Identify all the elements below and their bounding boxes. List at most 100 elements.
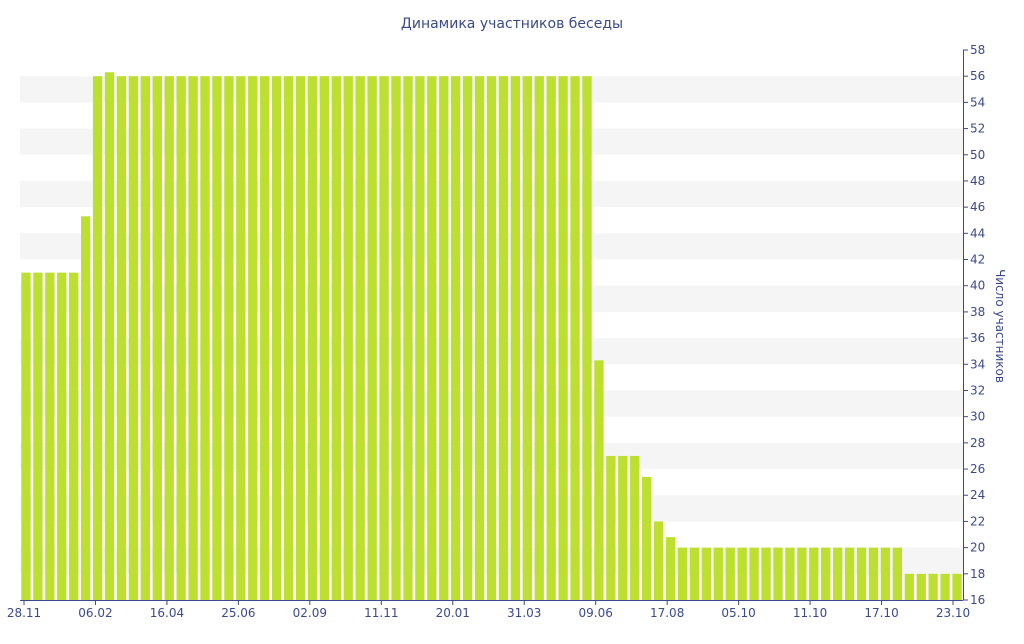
y-tick-label: 20 xyxy=(970,541,985,555)
y-axis: 16 18 20 22 24 26 28 30 32 34 36 38 40 42 44 46 48 50 52 54… xyxy=(963,43,985,607)
y-tick-label: 38 xyxy=(970,305,985,319)
bar xyxy=(104,72,115,600)
x-tick-label: 31.03 xyxy=(507,606,541,620)
y-tick-label: 30 xyxy=(970,410,985,424)
bar xyxy=(570,76,580,600)
bar xyxy=(224,76,234,600)
bar xyxy=(355,76,365,600)
bar xyxy=(462,76,473,600)
bar xyxy=(128,76,139,600)
bar xyxy=(618,455,628,600)
y-tick-label: 36 xyxy=(970,331,985,345)
y-tick-label: 42 xyxy=(970,253,985,267)
x-tick-label: 17.10 xyxy=(864,606,898,620)
bar xyxy=(188,76,198,600)
bar xyxy=(928,573,938,600)
bar xyxy=(57,272,67,600)
bar xyxy=(33,272,43,600)
bar xyxy=(642,476,652,600)
bar xyxy=(856,547,867,600)
bar xyxy=(45,272,55,600)
bar xyxy=(689,547,700,600)
bar xyxy=(164,76,174,600)
bar xyxy=(522,76,532,600)
y-axis-label: Число участников xyxy=(993,269,1007,383)
x-tick-label: 25.06 xyxy=(221,606,255,620)
y-tick-label: 58 xyxy=(970,43,985,57)
bar xyxy=(773,547,783,600)
bar xyxy=(367,76,377,600)
bar xyxy=(69,272,79,600)
bar xyxy=(594,360,604,600)
x-tick-label: 20.01 xyxy=(436,606,470,620)
bar xyxy=(797,547,807,600)
bar xyxy=(21,272,31,600)
bar xyxy=(653,521,664,600)
bar xyxy=(116,76,127,600)
bar xyxy=(212,76,222,600)
bar xyxy=(582,76,592,600)
x-tick-label: 23.10 xyxy=(936,606,970,620)
bar xyxy=(510,76,521,600)
bar xyxy=(665,537,676,600)
bar xyxy=(403,76,413,600)
y-tick-label: 52 xyxy=(970,122,985,136)
x-tick-label: 02.09 xyxy=(293,606,327,620)
y-tick-label: 50 xyxy=(970,148,985,162)
y-tick-label: 46 xyxy=(970,200,985,214)
bar xyxy=(868,547,879,600)
x-tick-label: 06.02 xyxy=(78,606,112,620)
y-tick-label: 18 xyxy=(970,567,985,581)
x-tick-label: 28.11 xyxy=(7,606,41,620)
bar xyxy=(713,547,723,600)
y-tick-label: 40 xyxy=(970,279,985,293)
bar xyxy=(451,76,461,600)
bar xyxy=(415,76,425,600)
y-tick-label: 24 xyxy=(970,488,985,502)
y-tick-label: 16 xyxy=(970,593,985,607)
x-tick-label: 05.10 xyxy=(721,606,755,620)
bar xyxy=(379,76,389,600)
bar xyxy=(940,573,950,600)
x-tick-label: 17.08 xyxy=(650,606,684,620)
bar xyxy=(844,547,855,600)
bar xyxy=(140,76,150,600)
bar xyxy=(785,547,795,600)
bar xyxy=(176,76,186,600)
y-tick-label: 44 xyxy=(970,226,985,240)
y-tick-label: 22 xyxy=(970,514,985,528)
bar xyxy=(892,547,902,600)
bar xyxy=(534,76,544,600)
y-tick-label: 48 xyxy=(970,174,985,188)
bar xyxy=(761,547,771,600)
bar xyxy=(81,216,91,600)
y-tick-label: 56 xyxy=(970,69,985,83)
bar xyxy=(331,76,341,600)
bar xyxy=(248,76,258,600)
bar xyxy=(260,76,270,600)
y-tick-label: 26 xyxy=(970,462,985,476)
bar xyxy=(307,76,318,600)
bar xyxy=(916,573,926,600)
bar xyxy=(833,547,843,600)
bar xyxy=(904,573,914,600)
x-tick-label: 09.06 xyxy=(579,606,613,620)
y-tick-label: 54 xyxy=(970,95,985,109)
bar xyxy=(283,76,294,600)
bar xyxy=(391,76,401,600)
bar xyxy=(606,455,616,600)
bar xyxy=(319,76,330,600)
bar xyxy=(474,76,485,600)
bar xyxy=(486,76,497,600)
bar xyxy=(952,573,962,600)
x-tick-label: 11.10 xyxy=(793,606,827,620)
bar xyxy=(809,547,819,600)
y-tick-label: 32 xyxy=(970,383,985,397)
bar xyxy=(880,547,891,600)
bar xyxy=(725,547,735,600)
bar xyxy=(152,76,162,600)
bar xyxy=(558,76,568,600)
bar xyxy=(546,76,556,600)
bar xyxy=(427,76,437,600)
